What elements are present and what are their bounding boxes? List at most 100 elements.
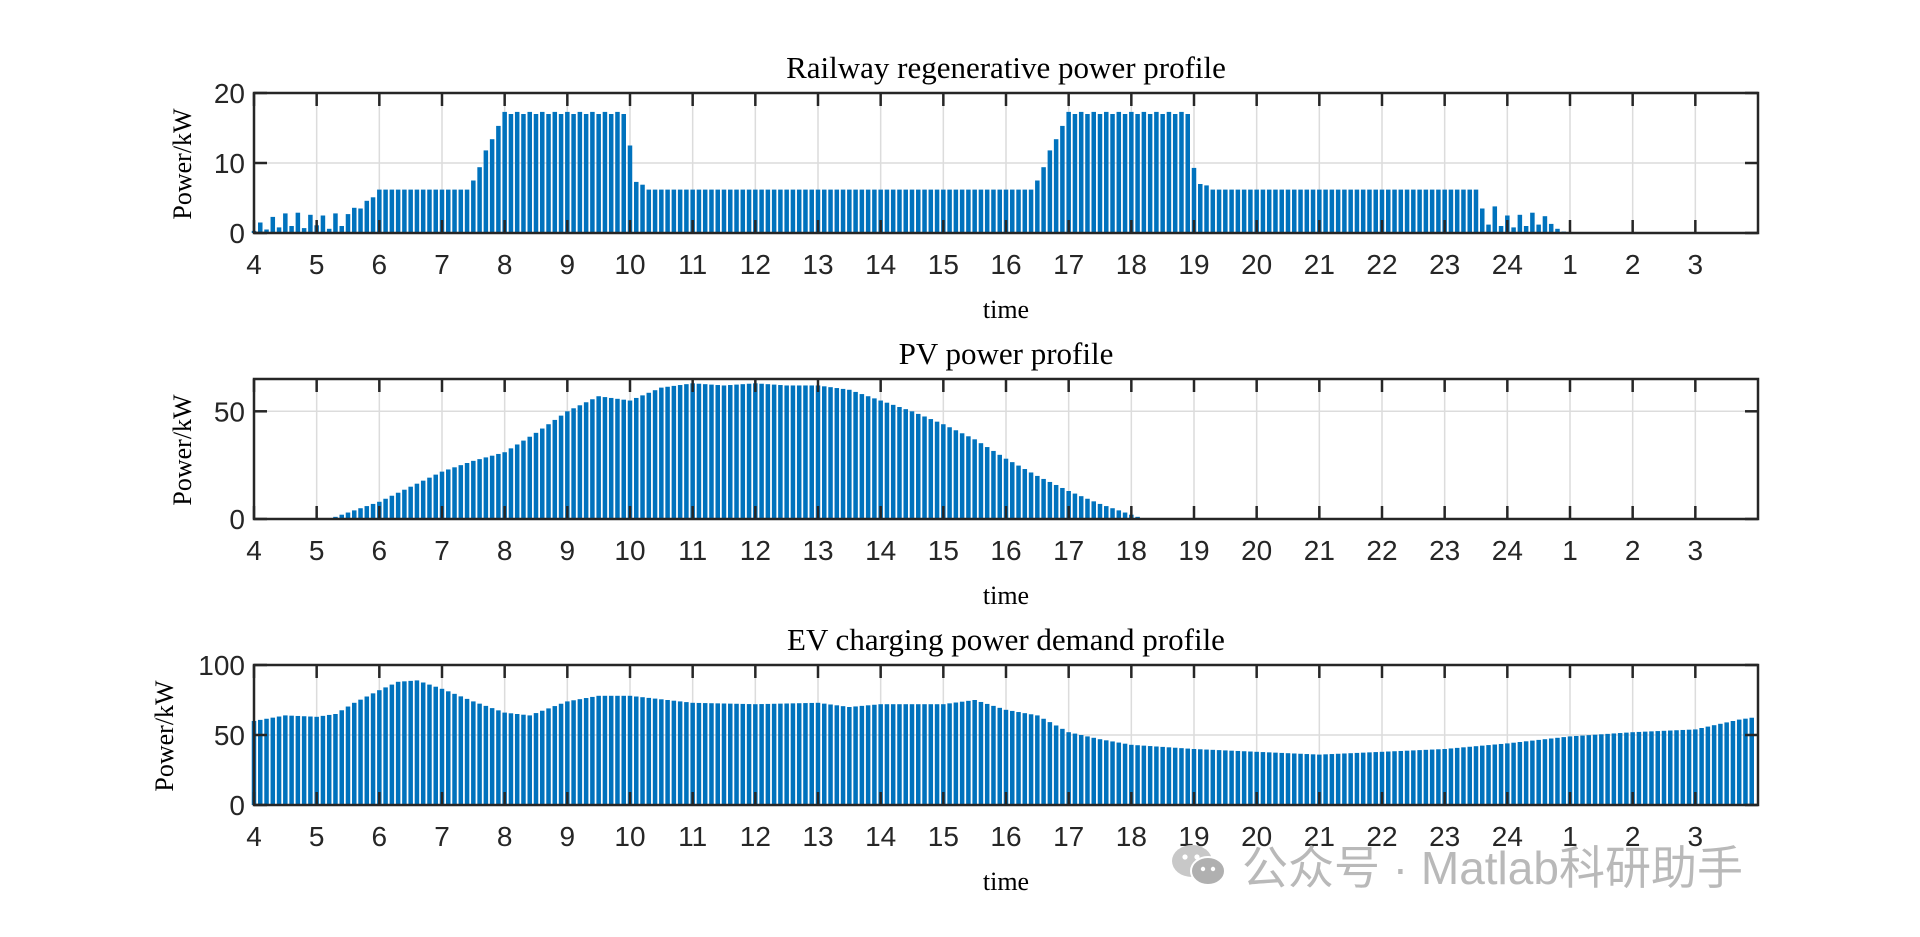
bar (552, 706, 558, 805)
x-tick-label: 19 (1178, 535, 1209, 566)
x-tick-label: 22 (1366, 535, 1397, 566)
bar (890, 404, 896, 519)
x-tick-label: 15 (928, 821, 959, 852)
x-tick-label: 10 (614, 535, 645, 566)
bar (433, 474, 438, 519)
bar (502, 111, 507, 233)
chart-ev-charging: EV charging power demand profile Power/k… (150, 622, 1760, 896)
bar (345, 214, 351, 233)
bar (464, 698, 470, 805)
bar (1724, 722, 1729, 805)
bar (377, 189, 382, 233)
bar (1473, 746, 1479, 805)
bar (1367, 752, 1372, 805)
bar (665, 700, 670, 805)
bar (1360, 752, 1366, 805)
x-tick-label: 1 (1562, 535, 1578, 566)
bar (615, 398, 620, 519)
bar (314, 716, 319, 805)
bar (521, 714, 526, 805)
x-tick-label: 6 (372, 535, 388, 566)
y-axis-label: Power/kW (168, 394, 197, 506)
bar (471, 180, 476, 233)
bar (1254, 189, 1259, 233)
bar (1078, 735, 1084, 805)
y-tick-label: 0 (229, 790, 245, 821)
bar (1273, 189, 1278, 233)
bar (264, 718, 269, 805)
x-tick-label: 13 (802, 821, 833, 852)
x-tick-label: 22 (1366, 821, 1397, 852)
bar (508, 114, 514, 233)
bar (464, 463, 470, 519)
bar (1116, 742, 1122, 805)
bar (590, 399, 595, 519)
bar (502, 452, 507, 519)
bar (646, 392, 652, 519)
bar (1235, 750, 1241, 805)
x-tick-label: 12 (740, 249, 771, 280)
bar (1110, 741, 1115, 805)
bar (634, 696, 639, 805)
bar (690, 189, 695, 233)
bar (1097, 739, 1103, 805)
bar (352, 510, 357, 519)
bar (1216, 189, 1222, 233)
bar (1266, 752, 1272, 805)
bar (966, 700, 971, 805)
bar (728, 703, 733, 805)
bar (1348, 189, 1353, 233)
bar (1317, 754, 1322, 805)
bar (1179, 748, 1184, 805)
bar (1104, 111, 1109, 233)
bar (1172, 747, 1178, 805)
bar (502, 712, 507, 805)
bar (627, 145, 633, 233)
bar (533, 114, 539, 233)
bar (677, 385, 683, 519)
bar (1210, 749, 1216, 805)
bar (283, 213, 288, 233)
bar (546, 424, 551, 519)
y-tick-label: 50 (214, 396, 245, 427)
bar (966, 189, 971, 233)
x-tick-label: 16 (990, 249, 1021, 280)
bar (1154, 111, 1159, 233)
bar (339, 514, 344, 519)
bar (1354, 752, 1360, 805)
bar (1310, 189, 1316, 233)
bar (583, 402, 589, 519)
bar (1454, 189, 1460, 233)
x-tick-label: 11 (678, 249, 707, 280)
bar (370, 693, 376, 805)
bar (1041, 478, 1046, 519)
bar (803, 385, 808, 519)
bar (853, 189, 858, 233)
bar (715, 703, 720, 805)
bar (590, 111, 595, 233)
bar (565, 111, 570, 233)
bar (1260, 752, 1266, 805)
bar (414, 189, 420, 233)
bar (1523, 741, 1529, 805)
bar (1041, 167, 1046, 233)
bar (326, 714, 332, 805)
bar (765, 384, 771, 519)
bar (684, 189, 689, 233)
bar (1279, 189, 1284, 233)
bar (916, 189, 921, 233)
bar (916, 704, 921, 805)
bar (890, 189, 896, 233)
bar (558, 114, 564, 233)
bar (740, 703, 746, 805)
bar (1498, 743, 1504, 805)
bar (909, 704, 915, 805)
bar (1191, 749, 1197, 805)
bar (1329, 754, 1335, 805)
bar (953, 702, 959, 805)
x-tick-label: 4 (246, 249, 262, 280)
bar (966, 436, 971, 519)
bar (1198, 184, 1203, 233)
bar (991, 705, 996, 805)
bar (922, 189, 927, 233)
